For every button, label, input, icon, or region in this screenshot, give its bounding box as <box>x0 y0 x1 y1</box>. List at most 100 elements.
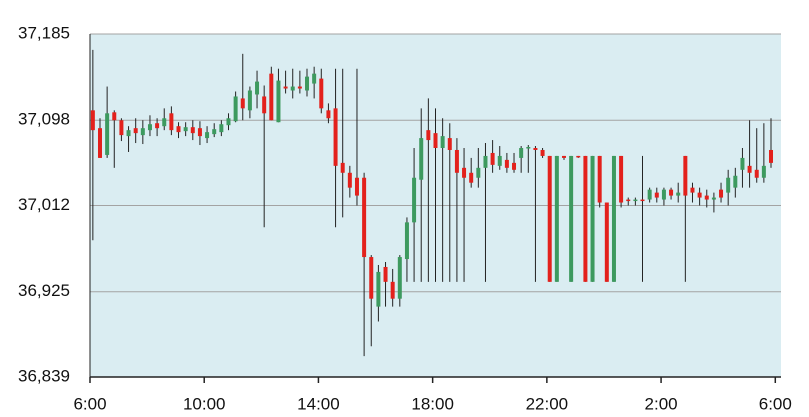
candle-body <box>126 130 131 137</box>
candle-body <box>569 155 574 282</box>
candle-body <box>719 189 724 198</box>
candle-body <box>576 155 581 158</box>
candle-body <box>533 148 538 150</box>
candle-body <box>147 124 152 131</box>
y-tick-label: 37,098 <box>18 110 70 129</box>
x-tick-label: 10:00 <box>183 394 226 413</box>
candle-body <box>640 199 645 202</box>
candle-body <box>626 199 631 202</box>
candle-body <box>526 147 531 149</box>
candle-body <box>669 189 674 196</box>
candle-body <box>212 129 217 135</box>
candle-body <box>333 108 338 166</box>
candle-body <box>90 110 95 131</box>
candle-body <box>190 127 195 134</box>
candle-body <box>369 257 374 299</box>
candle-body <box>554 155 559 282</box>
candle-body <box>754 169 759 178</box>
candle-body <box>340 162 345 173</box>
candle-body <box>354 177 359 196</box>
candle-body <box>297 86 302 89</box>
y-tick-label: 37,012 <box>18 195 70 214</box>
candle-body <box>733 175 738 188</box>
candle-body <box>105 113 110 155</box>
candle-body <box>140 128 145 136</box>
candle-body <box>676 192 681 196</box>
candle-body <box>119 120 124 136</box>
candle-body <box>633 199 638 202</box>
candle-body <box>654 192 659 198</box>
candle-body <box>290 86 295 91</box>
candle-body <box>426 130 431 141</box>
candle-body <box>540 149 545 156</box>
candle-body <box>440 136 445 149</box>
candle-body <box>162 118 167 127</box>
candle-body <box>433 133 438 149</box>
candle-body <box>647 189 652 200</box>
candle-body <box>183 127 188 132</box>
candle-body <box>747 165 752 173</box>
y-tick-label: 36,839 <box>18 366 70 385</box>
y-tick-label: 37,185 <box>18 23 70 42</box>
candle-body <box>761 165 766 178</box>
candle-body <box>155 123 160 129</box>
candle-body <box>561 155 566 158</box>
candle-body <box>611 155 616 282</box>
candle-body <box>483 155 488 168</box>
candle-body <box>390 281 395 299</box>
x-tick-label: 2:00 <box>645 394 678 413</box>
candle-body <box>376 271 381 307</box>
candle-body <box>512 162 517 170</box>
x-tick-label: 18:00 <box>411 394 454 413</box>
candle-body <box>276 80 281 123</box>
candle-body <box>312 73 317 84</box>
candle-body <box>661 189 666 200</box>
candle-body <box>711 197 716 200</box>
candle-body <box>490 152 495 165</box>
candle-body <box>597 155 602 203</box>
candle-body <box>690 187 695 193</box>
candle-body <box>233 96 238 122</box>
candle-body <box>226 118 231 126</box>
y-tick-label: 36,925 <box>18 281 70 300</box>
candle-body <box>583 155 588 282</box>
candle-body <box>619 155 624 203</box>
candle-body <box>604 202 609 282</box>
candle-body <box>590 155 595 282</box>
candle-body <box>197 128 202 137</box>
candle-body <box>462 167 467 178</box>
candle-body <box>476 167 481 178</box>
x-tick-label: 6:00 <box>759 394 792 413</box>
candle-body <box>740 157 745 170</box>
candle-body <box>262 96 267 114</box>
candle-body <box>169 113 174 131</box>
candle-body <box>447 138 452 150</box>
candle-body <box>305 76 310 91</box>
candle-body <box>704 195 709 200</box>
candle-body <box>683 155 688 196</box>
x-tick-label: 22:00 <box>526 394 569 413</box>
candle-body <box>133 128 138 134</box>
candle-body <box>326 110 331 119</box>
candle-body <box>347 172 352 188</box>
candle-body <box>469 172 474 183</box>
candle-body <box>504 159 509 168</box>
candle-body <box>205 132 210 139</box>
candle-body <box>283 86 288 89</box>
x-tick-label: 6:00 <box>73 394 106 413</box>
candle-body <box>397 257 402 299</box>
candle-body <box>362 177 367 258</box>
candle-body <box>519 148 524 158</box>
candle-body <box>269 73 274 121</box>
candle-body <box>412 177 417 223</box>
candle-body <box>383 266 388 282</box>
candle-body <box>697 192 702 198</box>
candle-body <box>404 222 409 260</box>
candle-body <box>219 124 224 133</box>
candle-body <box>319 78 324 109</box>
candle-body <box>547 155 552 282</box>
candle-body <box>247 90 252 111</box>
candle-body <box>176 126 181 133</box>
candle-body <box>112 112 117 121</box>
